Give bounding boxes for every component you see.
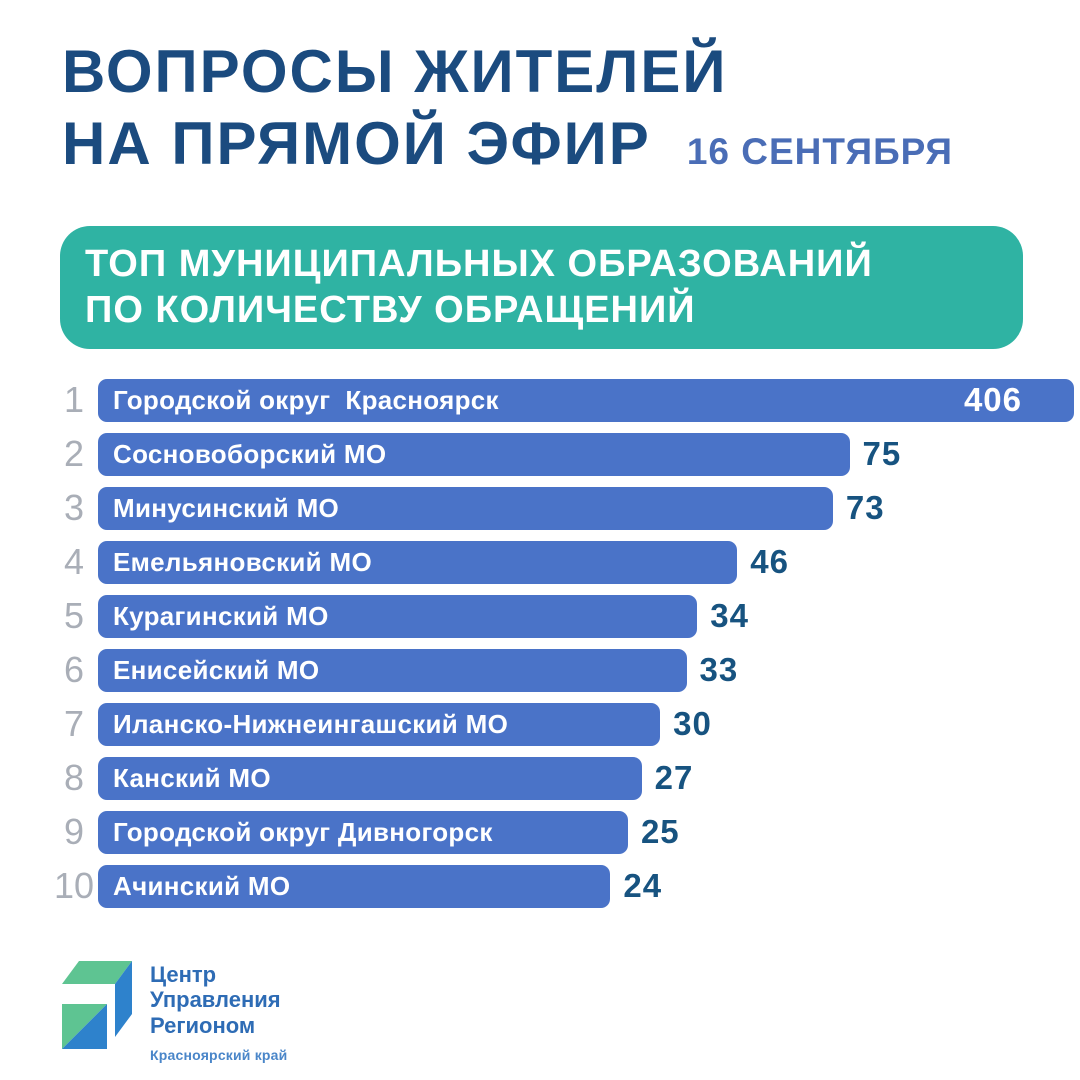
bar: Курагинский МО	[98, 594, 698, 638]
bar-row: 10 Ачинский МО 24	[50, 864, 1074, 908]
rank-label: 1	[63, 379, 85, 421]
bar-value: 27	[654, 759, 694, 797]
bar-track: Канский МО 27	[98, 756, 1074, 800]
logo-line3: Регионом	[150, 1012, 256, 1038]
broadcast-date: 16 СЕНТЯБРЯ	[686, 131, 954, 172]
bar-value: 30	[673, 705, 712, 743]
bar-label: Сосновоборский МО	[113, 438, 387, 469]
header: ВОПРОСЫ ЖИТЕЛЕЙ НА ПРЯМОЙ ЭФИР 16 СЕНТЯБ…	[0, 0, 1080, 180]
bar-label: Курагинский МО	[113, 600, 329, 631]
bar-value: 75	[862, 435, 902, 473]
rank-label: 9	[63, 811, 85, 853]
bar-value: 406	[963, 381, 1022, 419]
page-title-line2: НА ПРЯМОЙ ЭФИР	[62, 110, 651, 177]
section-banner: ТОП МУНИЦИПАЛЬНЫХ ОБРАЗОВАНИЙ ПО КОЛИЧЕС…	[60, 226, 1023, 349]
bar-row: 8 Канский МО 27	[50, 756, 1074, 800]
bar: Енисейский МО	[98, 648, 687, 692]
footer: Центр Управления Регионом Красноярский к…	[62, 958, 1080, 1064]
bar-value: 25	[640, 813, 680, 851]
bar: Емельяновский МО	[98, 540, 738, 584]
bar-track: Иланско-Нижнеингашский МО 30	[98, 702, 1074, 746]
bar: Городской округ Дивногорск	[98, 810, 628, 854]
bar-value: 73	[845, 489, 885, 527]
bar-track: Сосновоборский МО 75	[98, 432, 1074, 476]
bar: Ачинский МО	[98, 864, 611, 908]
bar: Сосновоборский МО	[98, 432, 850, 476]
bar-row: 1 Городской округ Красноярск 406	[50, 378, 1074, 422]
logo-subtitle: Красноярский край	[150, 1047, 288, 1064]
bar-row: 7 Иланско-Нижнеингашский МО 30	[50, 702, 1074, 746]
page-title-row2: НА ПРЯМОЙ ЭФИР 16 СЕНТЯБРЯ	[62, 108, 1030, 180]
bar: Иланско-Нижнеингашский МО	[98, 702, 661, 746]
bar-row: 5 Курагинский МО 34	[50, 594, 1074, 638]
bar-row: 9 Городской округ Дивногорск 25	[50, 810, 1074, 854]
bar-track: Городской округ Красноярск 406	[98, 378, 1074, 422]
bar-value: 33	[699, 651, 739, 689]
bar: Канский МО	[98, 756, 642, 800]
bar-value: 46	[750, 543, 789, 581]
bar-label: Емельяновский МО	[113, 546, 372, 577]
bar-label: Канский МО	[113, 762, 271, 793]
bar-label: Городской округ Красноярск	[113, 384, 499, 415]
bar-label: Ачинский МО	[113, 870, 291, 901]
rank-label: 6	[63, 649, 85, 691]
logo-line2: Управления	[150, 987, 281, 1013]
rank-label: 3	[63, 487, 85, 529]
banner-line2: ПО КОЛИЧЕСТВУ ОБРАЩЕНИЙ	[85, 289, 696, 332]
bar-label: Енисейский МО	[113, 654, 320, 685]
bar-value: 24	[623, 867, 663, 905]
bar: Городской округ Красноярск 406	[98, 378, 1074, 422]
rank-label: 8	[63, 757, 85, 799]
bar-value: 34	[710, 597, 749, 635]
bar-track: Енисейский МО 33	[98, 648, 1074, 692]
bar-row: 4 Емельяновский МО 46	[50, 540, 1074, 584]
rank-label: 5	[63, 595, 85, 637]
logo-line1: Центр	[150, 961, 217, 987]
rank-label: 7	[63, 703, 85, 745]
logo-text-block: Центр Управления Регионом Красноярский к…	[150, 962, 287, 1064]
rank-label: 10	[53, 865, 95, 907]
cur-cube-logo-icon	[62, 960, 132, 1049]
bar-label: Минусинский МО	[113, 492, 340, 523]
bar-label: Иланско-Нижнеингашский МО	[113, 708, 509, 739]
bar-label: Городской округ Дивногорск	[113, 816, 493, 847]
bar-row: 2 Сосновоборский МО 75	[50, 432, 1074, 476]
banner-line1: ТОП МУНИЦИПАЛЬНЫХ ОБРАЗОВАНИЙ	[85, 243, 873, 285]
bar-row: 3 Минусинский МО 73	[50, 486, 1074, 530]
bar-chart: 1 Городской округ Красноярск 406 2 Сосновобо…	[50, 378, 1074, 908]
bar: Минусинский МО	[98, 486, 833, 530]
bar-track: Курагинский МО 34	[98, 594, 1074, 638]
bar-track: Городской округ Дивногорск 25	[98, 810, 1074, 854]
bar-track: Ачинский МО 24	[98, 864, 1074, 908]
rank-label: 2	[63, 433, 85, 475]
bar-track: Минусинский МО 73	[98, 486, 1074, 530]
bar-track: Емельяновский МО 46	[98, 540, 1074, 584]
bar-row: 6 Енисейский МО 33	[50, 648, 1074, 692]
rank-label: 4	[63, 541, 85, 583]
page-title-line1: ВОПРОСЫ ЖИТЕЛЕЙ	[62, 38, 728, 105]
